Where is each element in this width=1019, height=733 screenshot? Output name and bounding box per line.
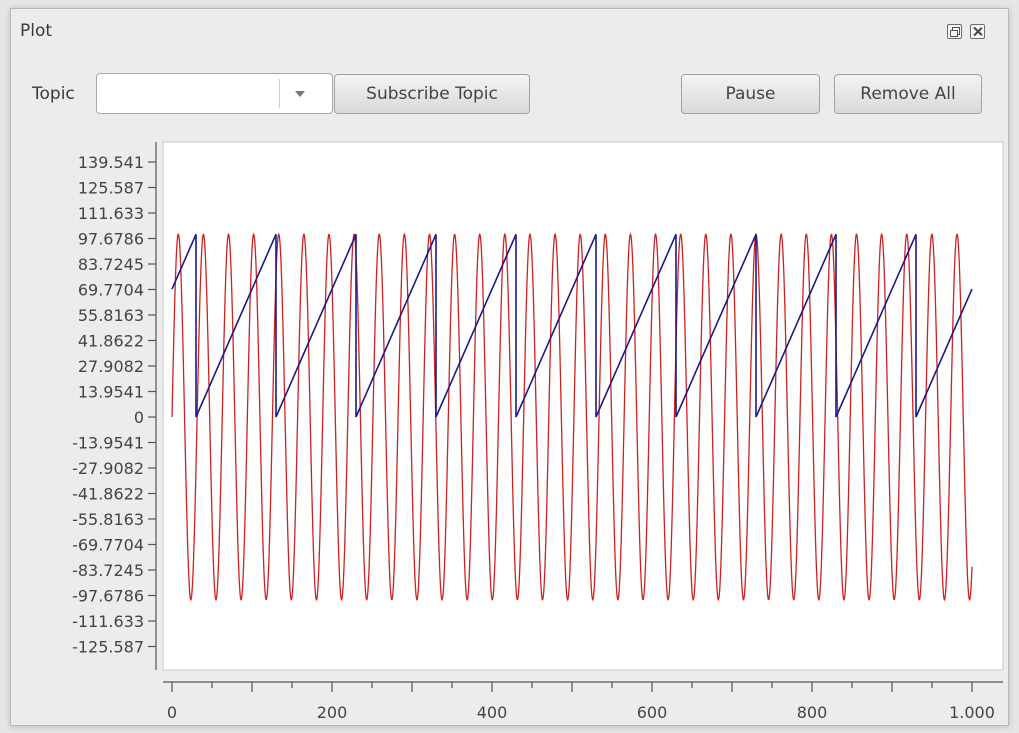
y-tick-label: -55.8163: [72, 510, 144, 529]
x-tick-label: 800: [797, 703, 828, 722]
y-tick-label: 69.7704: [78, 281, 144, 300]
series-line-blue: [171, 233, 973, 418]
combobox-separator: [279, 79, 280, 108]
y-tick-label: -69.7704: [72, 535, 144, 554]
y-tick-label: -111.633: [72, 612, 144, 631]
y-axis: 139.541 125.587 111.633 97.6786 83.7245 69.77…: [72, 142, 157, 670]
y-tick-label: 111.633: [78, 204, 144, 223]
remove-all-button[interactable]: Remove All: [834, 74, 982, 114]
y-tick-label: 97.6786: [78, 230, 144, 249]
subscribe-topic-button[interactable]: Subscribe Topic: [334, 74, 530, 114]
series-layer: [171, 232, 973, 602]
y-tick-label: 27.9082: [78, 357, 144, 376]
y-tick-label: 139.541: [78, 153, 144, 172]
y-tick-label: 13.9541: [78, 383, 144, 402]
y-tick-label: 125.587: [78, 178, 144, 197]
y-tick-label: 55.8163: [78, 306, 144, 325]
y-tick-label: -41.8622: [72, 484, 144, 503]
float-icon[interactable]: [947, 24, 962, 39]
y-tick-label: 0: [134, 408, 144, 427]
chevron-down-icon[interactable]: [295, 91, 305, 97]
pause-button[interactable]: Pause: [681, 74, 820, 114]
topic-label: Topic: [32, 84, 75, 104]
x-tick-label: 400: [477, 703, 508, 722]
window-title: Plot: [20, 21, 53, 41]
close-icon[interactable]: [970, 24, 985, 39]
y-tick-label: -27.9082: [72, 459, 144, 478]
x-tick-label: 1.000: [949, 703, 995, 722]
x-tick-label: 600: [637, 703, 668, 722]
x-tick-label: 200: [317, 703, 348, 722]
y-tick-label: 83.7245: [78, 255, 144, 274]
topic-combobox[interactable]: [96, 73, 333, 114]
x-tick-label: 0: [167, 703, 177, 722]
y-tick-label: -125.587: [72, 638, 144, 657]
plot-canvas[interactable]: [162, 141, 1004, 671]
y-tick-label: 41.8622: [78, 332, 144, 351]
x-axis: 0 200 400 600 800 1.000: [163, 681, 1003, 722]
y-tick-label: -13.9541: [72, 434, 144, 453]
y-tick-label: -97.6786: [72, 586, 144, 605]
series-line-red: [171, 232, 973, 602]
y-tick-label: -83.7245: [72, 561, 144, 580]
